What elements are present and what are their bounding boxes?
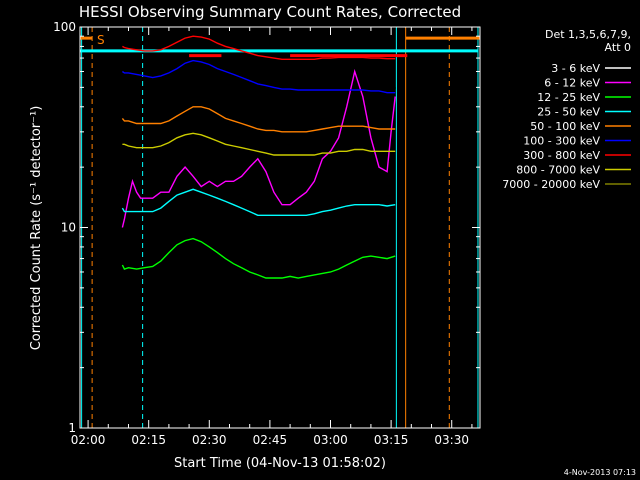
series-line-7: [122, 132, 396, 156]
legend-label: 6 - 12 keV: [544, 77, 600, 90]
x-axis-ticks: 02:00 02:15 02:30 02:45 03:00 03:15 03:30: [71, 27, 473, 447]
x-axis-label: Start Time (04-Nov-13 01:58:02): [174, 456, 386, 471]
x-tick-label: 02:45: [253, 433, 288, 447]
legend-label: 12 - 25 keV: [537, 91, 600, 104]
y-tick-label: 1: [68, 421, 76, 435]
y-axis-ticks: 1 10 100: [53, 20, 480, 435]
legend-label: 100 - 300 keV: [523, 135, 600, 148]
footer-timestamp: 4-Nov-2013 07:13: [564, 468, 636, 477]
legend-title-line1: Det 1,3,5,6,7,9,: [545, 28, 631, 41]
series-line-1: [121, 68, 396, 228]
legend-label: 800 - 7000 keV: [516, 164, 600, 177]
legend-label: 25 - 50 keV: [537, 106, 600, 119]
legend-label: 3 - 6 keV: [551, 62, 600, 75]
legend-label: 50 - 100 keV: [530, 120, 600, 133]
legend-title-line2: Att 0: [605, 41, 631, 54]
x-tick-label: 02:00: [71, 433, 106, 447]
legend: Det 1,3,5,6,7,9, Att 0 3 - 6 keV 6 - 12 k…: [502, 28, 631, 191]
x-tick-label: 03:30: [434, 433, 469, 447]
series-line-4: [121, 106, 396, 133]
series-line-6: [122, 35, 396, 60]
x-tick-label: 02:15: [131, 433, 166, 447]
y-tick-label: 100: [53, 20, 76, 34]
vertical-markers: [81, 27, 479, 428]
flag-label: S: [97, 33, 105, 47]
x-tick-label: 03:00: [313, 433, 348, 447]
plot-area: 1 10 100 02:00 02:15 02:30 02:45 03:00 03:15 03:…: [53, 20, 481, 447]
series-layer: [121, 35, 396, 349]
legend-label: 300 - 800 keV: [523, 149, 600, 162]
series-line-0: [121, 85, 396, 349]
series-line-2: [121, 237, 396, 279]
y-tick-label: 10: [61, 221, 76, 235]
legend-label: 7000 - 20000 keV: [502, 178, 600, 191]
series-line-3: [121, 188, 396, 217]
x-tick-label: 03:15: [374, 433, 409, 447]
x-tick-label: 02:30: [192, 433, 227, 447]
series-line-5: [121, 59, 396, 94]
chart-title: HESSI Observing Summary Count Rates, Cor…: [79, 3, 461, 21]
y-axis-label: Corrected Count Rate (s⁻¹ detector⁻¹): [29, 106, 44, 351]
